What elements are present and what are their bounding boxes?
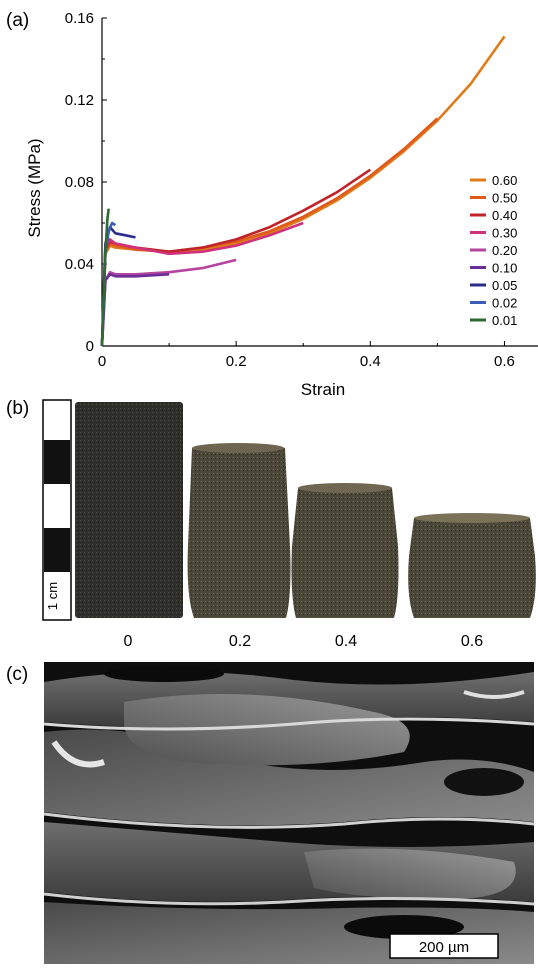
x-tick-label: 0.4 [360, 353, 381, 370]
legend-label: 0.50 [492, 191, 517, 206]
chart-series-layer [100, 35, 506, 347]
panel-label-a: (a) [6, 10, 30, 31]
legend-label: 0.40 [492, 208, 517, 223]
photo-strain-label: 0.4 [335, 633, 357, 650]
series-line-0-30 [100, 221, 304, 347]
x-tick-label: 0.6 [494, 353, 515, 370]
sem-scale-bar: 200 µm [389, 933, 499, 959]
y-tick-label: 0.16 [65, 10, 94, 27]
series-line-0-01 [100, 208, 110, 347]
x-axis-label: Strain [301, 380, 345, 399]
y-tick-label: 0.12 [65, 92, 94, 109]
chart-legend: 0.60 0.50 0.40 0.30 0.20 0.10 0.05 0.02 0.01 [470, 173, 517, 328]
scale-bar-label: 1 cm [45, 582, 60, 610]
legend-label: 0.20 [492, 243, 517, 258]
legend-label: 0.30 [492, 226, 517, 241]
y-tick-label: 0.04 [65, 256, 94, 273]
photo-strain-label: 0 [124, 633, 133, 650]
y-axis-label: Stress (MPa) [25, 138, 44, 237]
x-tick-label: 0.2 [226, 353, 247, 370]
series-line-0-50 [100, 117, 439, 347]
stress-strain-chart: 0 0.2 0.4 0.600.040.080.120.16 0.600.500.40… [25, 10, 538, 399]
series-line-0-20 [100, 258, 237, 347]
photo-strain-label: 0.2 [229, 633, 251, 650]
panel-label-b: (b) [6, 398, 30, 419]
sample-strain-0 [75, 402, 183, 618]
photo-strain-label: 0.6 [461, 633, 483, 650]
legend-label: 0.02 [492, 296, 517, 311]
chart-axes: 0 0.2 0.4 0.600.040.080.120.16 [65, 10, 538, 370]
legend-label: 0.10 [492, 261, 517, 276]
sem-scale-bar-label: 200 µm [419, 939, 469, 956]
series-line-0-60 [100, 35, 506, 347]
sample-strain-0-2 [187, 443, 291, 618]
legend-label: 0.01 [492, 313, 517, 328]
sem-micrograph: 200 µm [44, 662, 534, 964]
legend-label: 0.60 [492, 173, 517, 188]
sample-strain-0-6 [408, 513, 536, 618]
sample-strain-0-4 [291, 483, 399, 618]
series-line-0-40 [100, 168, 372, 347]
y-tick-label: 0.08 [65, 174, 94, 191]
panel-label-c: (c) [6, 664, 29, 685]
legend-label: 0.05 [492, 278, 517, 293]
sample-photo-panel: 1 cm 0 0.2 0.4 0.6 [42, 399, 536, 650]
y-tick-label: 0 [86, 338, 94, 355]
series-line-0-10 [100, 272, 170, 347]
x-tick-label: 0 [98, 353, 106, 370]
scale-bar-1cm: 1 cm [42, 399, 72, 621]
